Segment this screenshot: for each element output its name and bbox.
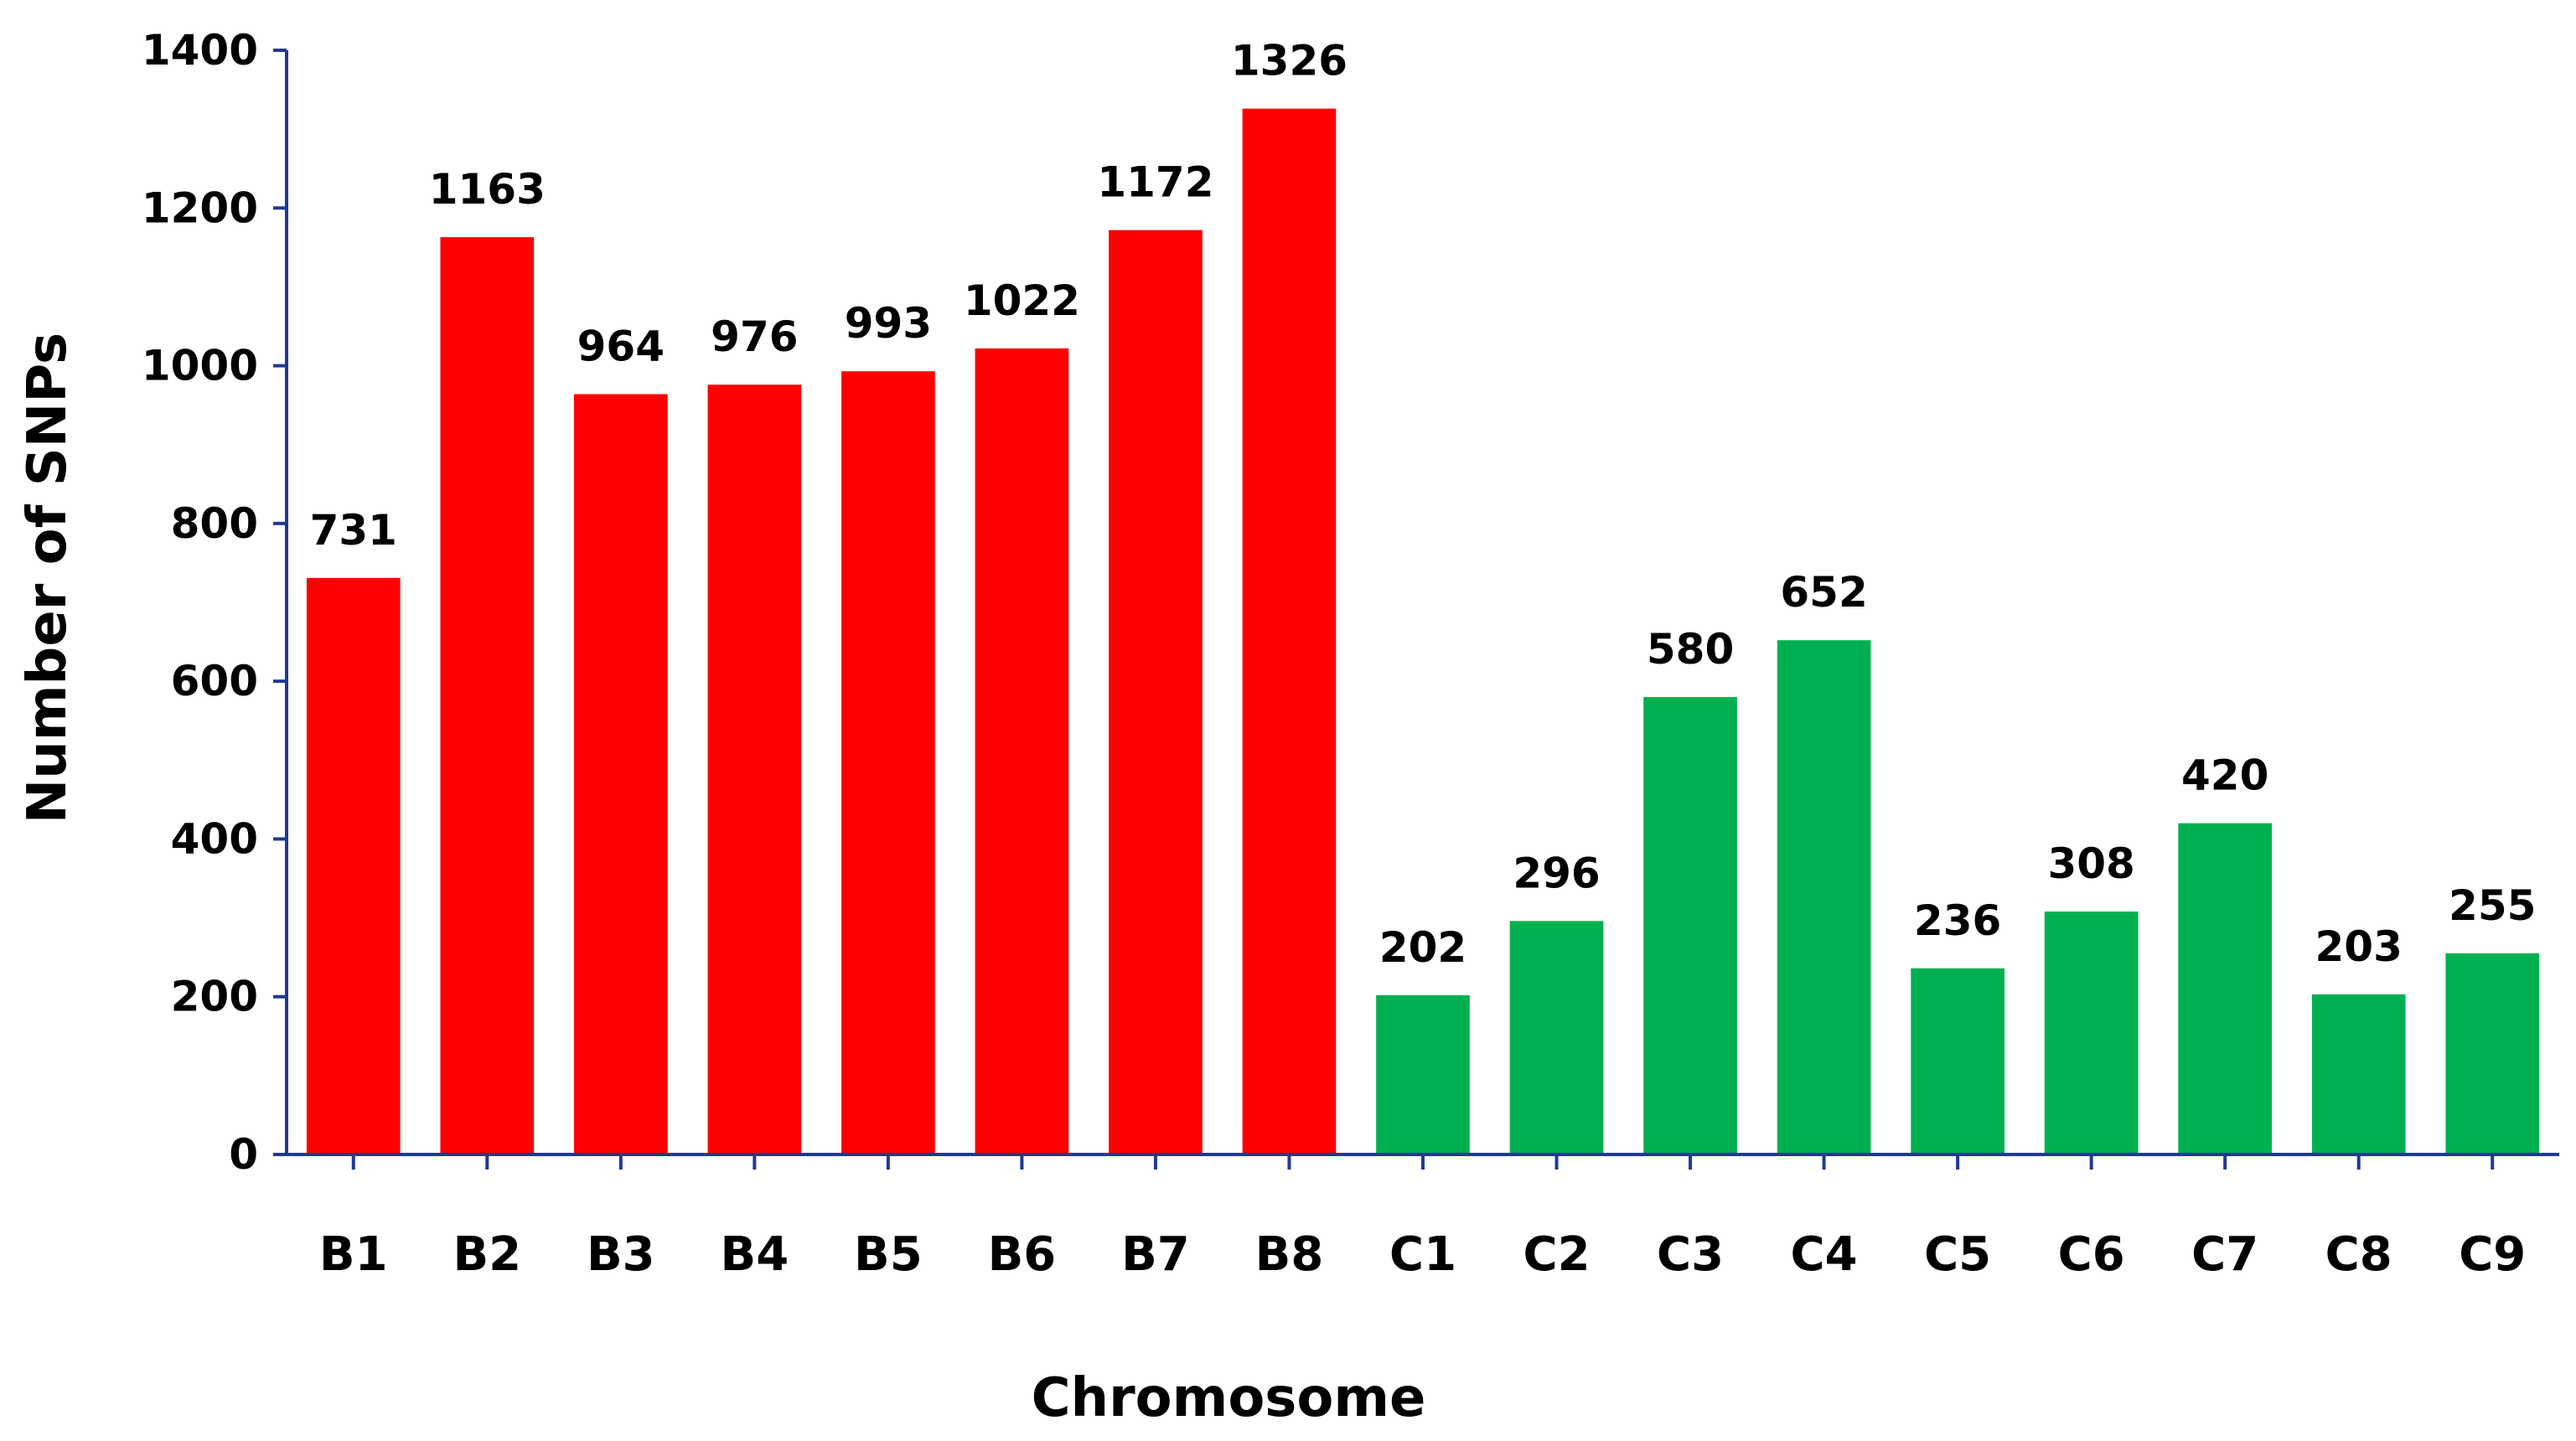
data-label-c8: 203	[2315, 922, 2403, 971]
bar-b6	[975, 348, 1069, 1154]
x-tick-label-b6: B6	[988, 1227, 1057, 1282]
data-label-c4: 652	[1780, 568, 1867, 617]
bar-c1	[1376, 994, 1470, 1154]
bar-c4	[1777, 640, 1871, 1154]
data-label-c5: 236	[1914, 896, 2001, 945]
x-tick-label-b7: B7	[1121, 1227, 1190, 1282]
x-tick-label-b1: B1	[319, 1227, 388, 1282]
data-label-c7: 420	[2181, 751, 2268, 800]
bar-b5	[841, 371, 935, 1154]
bar-b3	[573, 394, 668, 1154]
y-tick-label: 800	[171, 499, 258, 548]
bar-c8	[2311, 994, 2406, 1154]
data-label-b7: 1172	[1097, 158, 1213, 207]
data-label-b6: 1022	[964, 276, 1080, 325]
data-labels: 731 1163 964 976 993 1022 1172 1326 202 296 580 652…	[310, 37, 2537, 972]
x-tick-label-b2: B2	[453, 1227, 521, 1282]
y-tick-label: 0	[229, 1130, 258, 1179]
y-tick-label: 400	[171, 814, 258, 863]
bar-c3	[1643, 696, 1737, 1154]
x-tick-label-c7: C7	[2191, 1227, 2258, 1282]
bar-c9	[2445, 953, 2540, 1154]
bar-c6	[2044, 912, 2139, 1154]
data-label-c2: 296	[1513, 849, 1600, 897]
data-label-b4: 976	[711, 312, 798, 361]
data-label-c1: 202	[1379, 923, 1466, 972]
x-axis-title: Chromosome	[1032, 1367, 1426, 1429]
x-tick-label-c1: C1	[1389, 1227, 1456, 1282]
y-axis-title: Number of SNPs	[17, 333, 79, 824]
bar-b7	[1109, 230, 1203, 1154]
y-tick-label: 1400	[142, 26, 258, 75]
x-tick-label-b8: B8	[1255, 1227, 1324, 1282]
bar-b2	[440, 237, 535, 1155]
x-tick-label-b3: B3	[587, 1227, 655, 1282]
x-tick-label-c4: C4	[1791, 1227, 1858, 1282]
bar-b8	[1242, 108, 1337, 1154]
y-tick-label: 1200	[142, 183, 258, 232]
data-label-b1: 731	[310, 506, 397, 555]
y-tick-label: 600	[171, 657, 258, 705]
x-tick-label-c6: C6	[2058, 1227, 2125, 1282]
x-tick-label-c3: C3	[1657, 1227, 1724, 1282]
y-axis-ticks: 0 200 400 600 800 1000 1200 1400	[142, 26, 287, 1179]
x-tick-label-c2: C2	[1523, 1227, 1590, 1282]
data-label-b5: 993	[845, 299, 932, 348]
bar-c5	[1911, 968, 2004, 1154]
data-label-c9: 255	[2449, 881, 2536, 930]
data-label-b3: 964	[577, 322, 665, 370]
x-tick-label-b5: B5	[854, 1227, 923, 1282]
bar-c7	[2178, 823, 2273, 1154]
data-label-b2: 1163	[429, 165, 546, 214]
x-tick-label-c9: C9	[2459, 1227, 2526, 1282]
x-tick-label-b4: B4	[721, 1227, 789, 1282]
bars	[306, 108, 2540, 1155]
x-axis-ticks: B1 B2 B3 B4 B5 B6 B7 B8 C1 C2 C3 C4 C5 C6 C7 C8 C9	[319, 1154, 2526, 1282]
data-label-c3: 580	[1647, 625, 1734, 674]
y-tick-label: 200	[171, 973, 258, 1021]
y-tick-label: 1000	[142, 342, 258, 390]
x-tick-label-c5: C5	[1924, 1227, 1991, 1282]
x-tick-label-c8: C8	[2325, 1227, 2392, 1282]
bar-b4	[707, 385, 802, 1154]
bar-b1	[306, 577, 401, 1154]
data-label-b8: 1326	[1231, 37, 1347, 85]
data-label-c6: 308	[2047, 839, 2134, 888]
bar-c2	[1509, 921, 1604, 1154]
